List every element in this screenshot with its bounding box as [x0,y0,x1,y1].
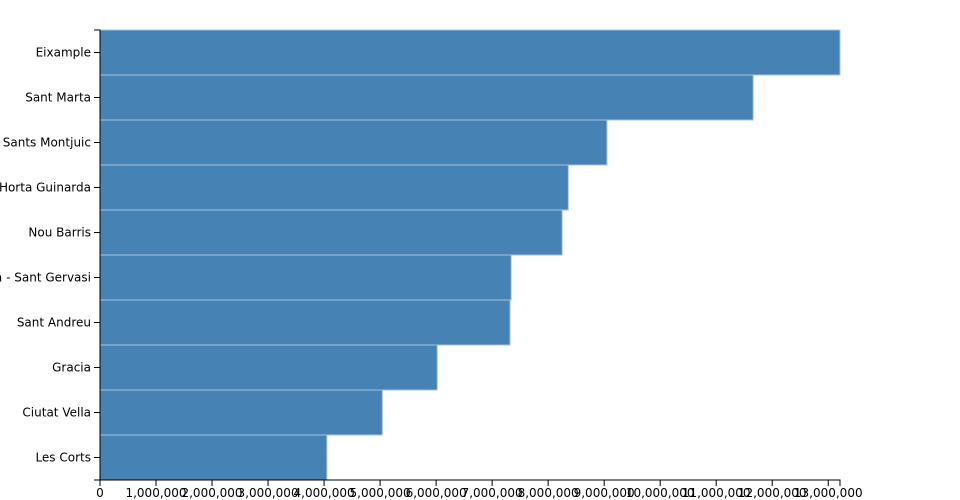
bar [99,119,608,166]
x-tick-label: 4,000,000 [294,486,355,500]
y-tick-label: Horta Guinarda [0,181,91,195]
x-tick-label: 9,000,000 [574,486,635,500]
bar [99,29,841,76]
bar [99,164,569,211]
x-tick-label: 0 [96,486,104,500]
bar [99,434,328,481]
y-tick-label: Les Corts [35,451,91,465]
x-tick-label: 1,000,000 [125,486,186,500]
bar [99,299,511,346]
x-tick-label: 6,000,000 [406,486,467,500]
bar [99,389,383,436]
x-tick-label: 8,000,000 [518,486,579,500]
bar [99,209,563,256]
y-tick-label: Nou Barris [28,226,91,240]
y-axis [94,29,101,481]
y-tick-label: Sant Andreu [17,316,91,330]
x-tick-label: 5,000,000 [350,486,411,500]
x-tick-label: 3,000,000 [238,486,299,500]
y-tick-label: Eixample [36,46,91,60]
x-tick-label: 12,000,000 [738,486,807,500]
x-tick-label: 13,000,000 [794,486,863,500]
y-tick-label: Sants Montjuic [3,136,91,150]
x-tick-label: 10,000,000 [626,486,695,500]
x-tick-label: 7,000,000 [462,486,523,500]
bar [99,254,512,301]
y-tick-label: Sant Marta [25,91,91,105]
y-tick-label: Gracia [52,361,91,375]
y-tick-label: Ciutat Vella [22,406,91,420]
y-tick-label: Sarria - Sant Gervasi [0,271,91,285]
x-tick-label: 11,000,000 [682,486,751,500]
bar [99,74,754,121]
bar [99,344,438,391]
x-tick-label: 2,000,000 [181,486,242,500]
